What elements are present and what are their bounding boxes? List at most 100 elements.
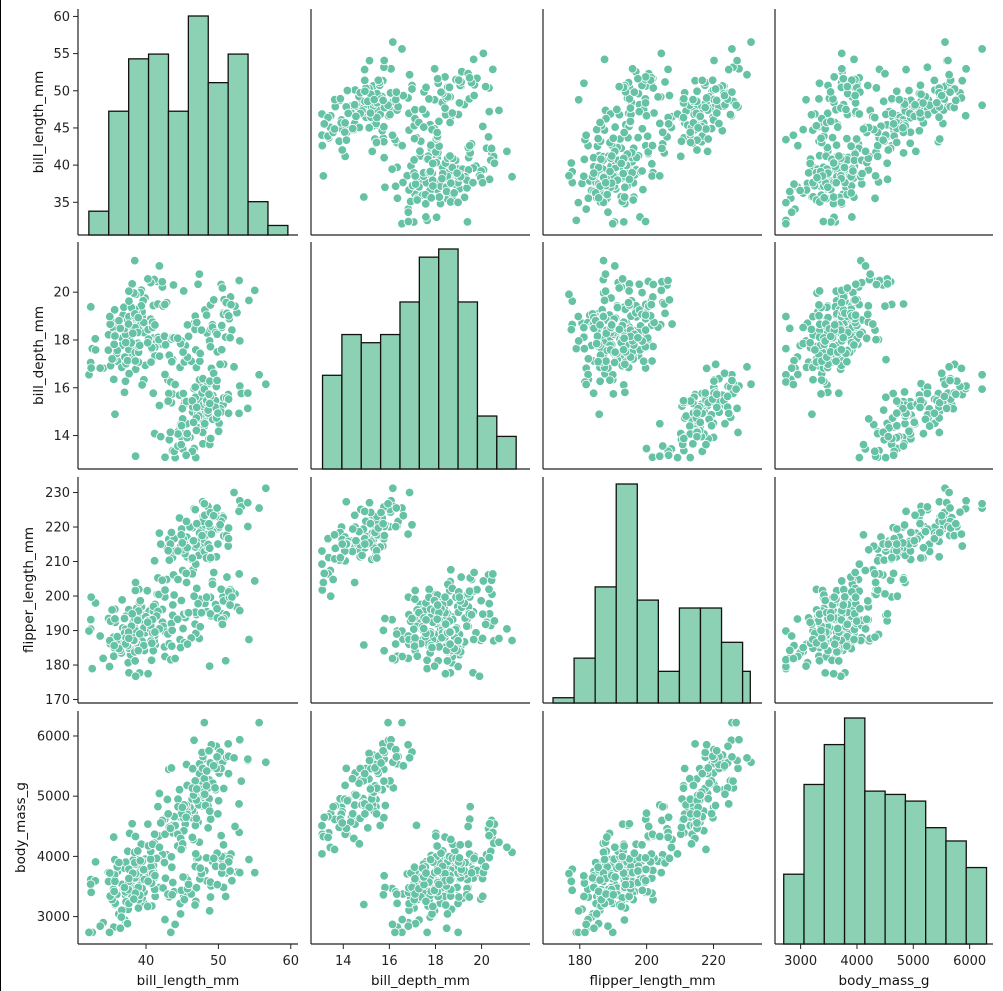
scatter-point xyxy=(830,639,840,649)
scatter-point xyxy=(410,171,420,181)
scatter-point xyxy=(360,75,370,86)
scatter-point xyxy=(222,572,232,582)
scatter-point xyxy=(883,145,893,155)
scatter-point xyxy=(583,354,594,364)
scatter-point xyxy=(187,763,198,774)
scatter-point xyxy=(878,405,889,415)
scatter-point xyxy=(711,389,722,399)
scatter-point xyxy=(648,279,658,290)
scatter-point xyxy=(412,195,422,205)
scatter-point xyxy=(830,320,840,330)
scatter-point xyxy=(216,830,226,841)
scatter-point xyxy=(168,280,179,290)
scatter-point xyxy=(364,55,375,66)
scatter-point xyxy=(641,808,652,818)
scatter-point xyxy=(206,529,217,539)
scatter-point xyxy=(463,821,473,832)
scatter-point xyxy=(909,417,919,428)
x-tick-label: 14 xyxy=(335,954,352,969)
scatter-point xyxy=(432,614,442,624)
scatter-point xyxy=(204,906,215,916)
scatter-point xyxy=(212,503,222,513)
scatter-point xyxy=(658,802,668,812)
histogram-bar xyxy=(783,873,805,945)
scatter-point xyxy=(359,506,370,517)
scatter-point xyxy=(480,861,491,872)
scatter-point xyxy=(410,179,421,189)
scatter-point xyxy=(861,614,872,624)
scatter-point xyxy=(695,790,705,800)
scatter-point xyxy=(901,64,911,75)
scatter-point xyxy=(904,426,914,437)
scatter-point xyxy=(379,122,389,132)
scatter-point xyxy=(436,87,446,97)
scatter-point xyxy=(937,368,947,379)
scatter-point xyxy=(664,90,675,101)
histogram-bar xyxy=(803,783,825,945)
scatter-point xyxy=(154,261,165,271)
scatter-point xyxy=(441,923,452,933)
scatter-point xyxy=(798,124,808,135)
scatter-point xyxy=(865,269,875,279)
scatter-point xyxy=(440,900,451,910)
scatter-point xyxy=(484,106,494,117)
scatter-point xyxy=(98,653,108,664)
scatter-point xyxy=(929,408,940,419)
scatter-point xyxy=(731,100,741,110)
scatter-point xyxy=(686,839,697,849)
scatter-point xyxy=(864,414,874,424)
scatter-point xyxy=(437,173,447,184)
scatter-point xyxy=(223,533,234,544)
scatter-point xyxy=(387,919,398,930)
scatter-point xyxy=(244,854,254,865)
scatter-point xyxy=(223,523,234,533)
scatter-point xyxy=(883,539,893,549)
scatter-point xyxy=(793,369,803,380)
scatter-point xyxy=(742,70,752,80)
scatter-point xyxy=(640,875,651,886)
scatter-point xyxy=(87,663,97,674)
scatter-point xyxy=(640,98,651,108)
scatter-point xyxy=(415,146,425,156)
scatter-point xyxy=(633,333,643,343)
scatter-point xyxy=(379,812,389,823)
scatter-point xyxy=(801,661,811,671)
scatter-point xyxy=(217,345,227,355)
scatter-point xyxy=(617,274,628,284)
scatter-point xyxy=(182,639,193,649)
scatter-point xyxy=(870,171,881,181)
histogram-bar xyxy=(925,827,947,945)
x-tick-label: 18 xyxy=(427,954,444,969)
scatter-point xyxy=(445,639,455,649)
scatter-point xyxy=(610,872,620,882)
scatter-point xyxy=(732,55,742,66)
scatter-point xyxy=(852,616,862,626)
scatter-point xyxy=(409,641,420,651)
scatter-point xyxy=(114,857,124,868)
scatter-point xyxy=(468,54,479,65)
histogram-bar xyxy=(341,333,362,470)
scatter-point xyxy=(898,441,909,451)
scatter-point xyxy=(842,133,852,144)
scatter-point xyxy=(234,799,244,809)
scatter-point xyxy=(655,118,665,129)
scatter-point xyxy=(878,135,888,145)
histogram-bar xyxy=(399,301,420,470)
scatter-point xyxy=(838,333,848,343)
scatter-point xyxy=(130,585,141,596)
scatter-point xyxy=(711,95,722,106)
scatter-point xyxy=(166,527,177,538)
scatter-point xyxy=(146,655,157,666)
scatter-point xyxy=(217,320,227,331)
scatter-point xyxy=(390,927,400,938)
scatter-point xyxy=(220,656,231,666)
scatter-point xyxy=(826,116,836,127)
x-axis-label-bill_length_mm: bill_length_mm xyxy=(137,973,240,989)
scatter-point xyxy=(863,301,874,311)
scatter-point xyxy=(235,336,245,346)
scatter-point xyxy=(870,632,880,642)
scatter-point xyxy=(446,834,456,845)
scatter-point xyxy=(880,301,890,311)
scatter-point xyxy=(707,75,718,85)
scatter-point xyxy=(701,439,711,450)
